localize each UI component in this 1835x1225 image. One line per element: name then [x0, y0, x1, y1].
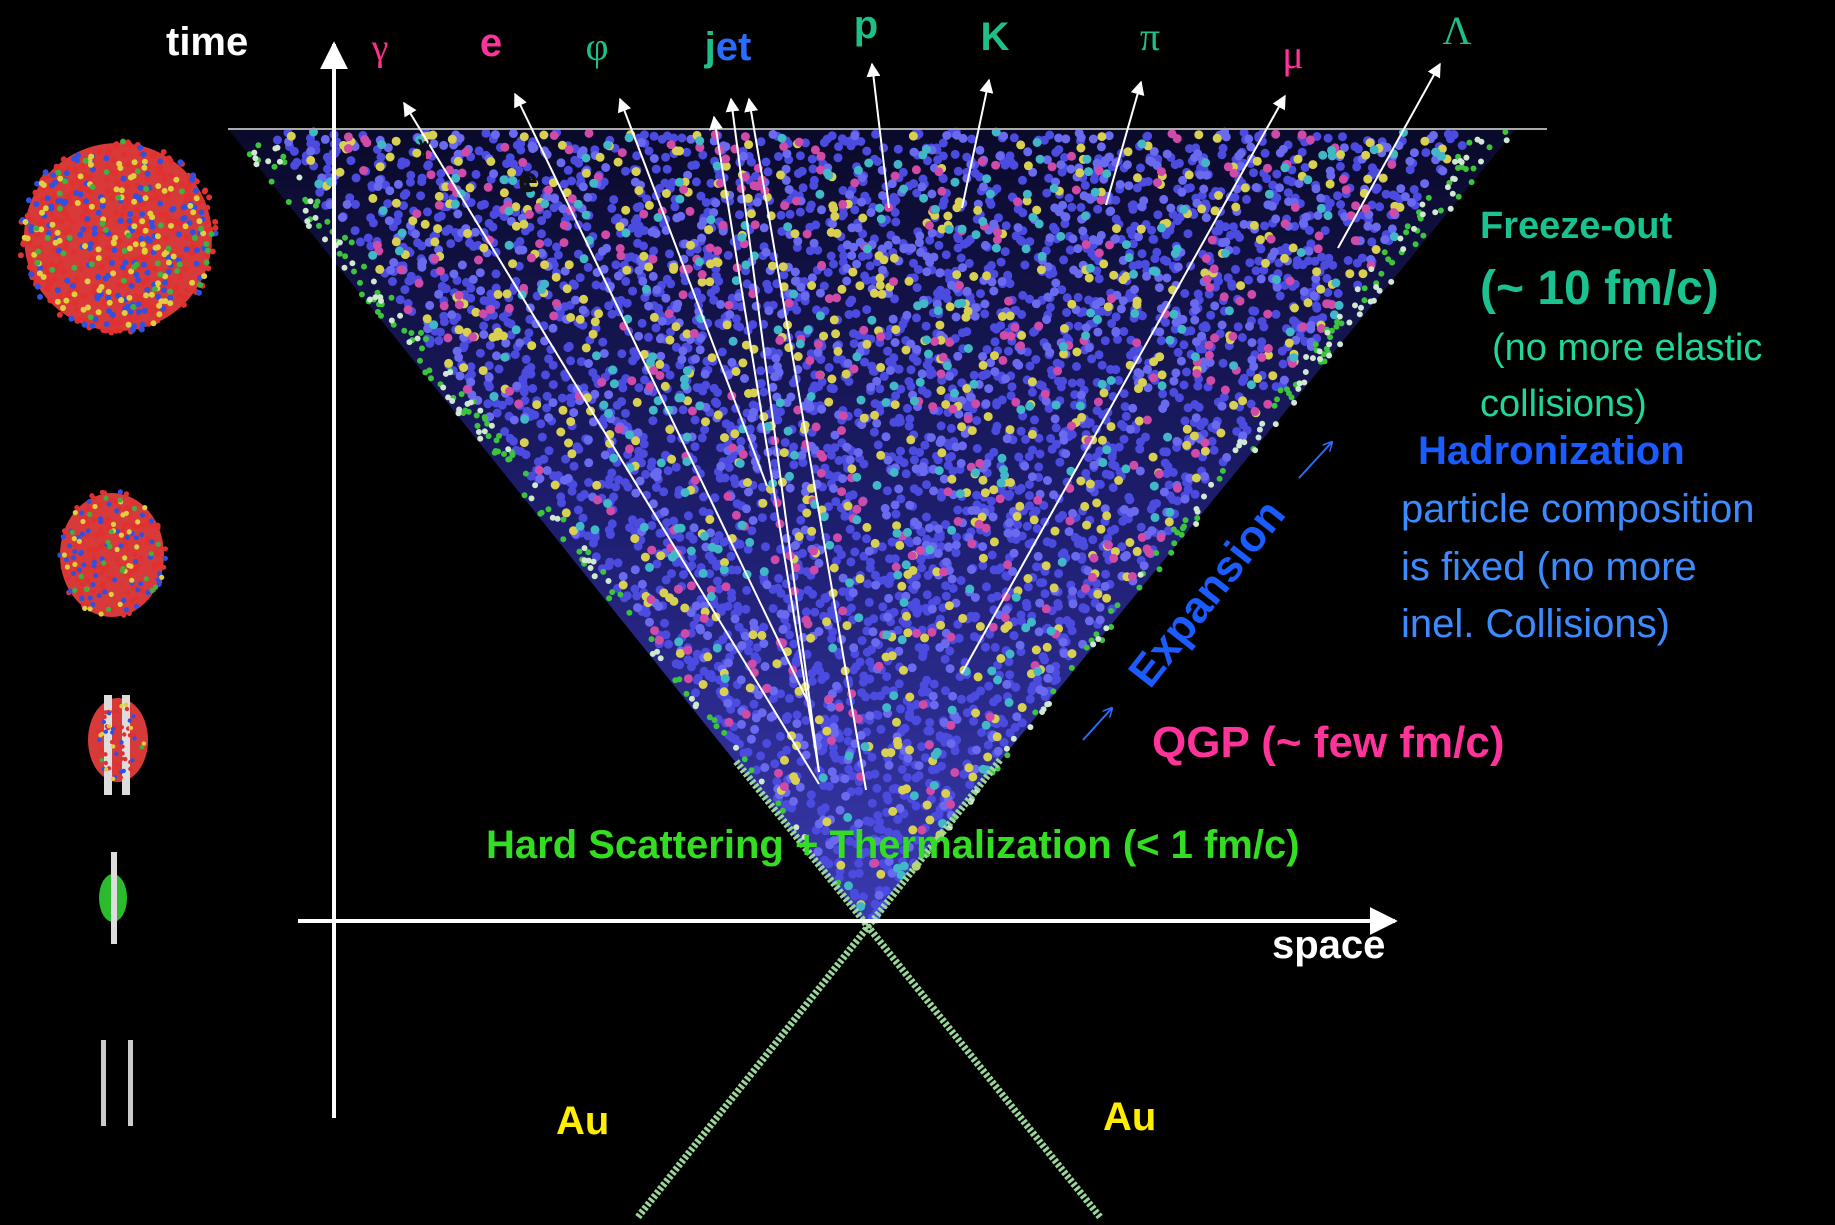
- cone-label: γ: [417, 127, 431, 160]
- hard-scattering-label: Hard Scattering + Thermalization (< 1 fm…: [486, 823, 1300, 867]
- nucleus-disc: [111, 852, 117, 944]
- cone-label: e: [518, 159, 538, 200]
- diagram: time space γ e φ jet p K π μ Λ γ e Freez…: [0, 0, 1835, 1225]
- freeze-out-note: (no more elastic: [1492, 327, 1762, 369]
- nucleus-label: Au: [1103, 1095, 1156, 1139]
- particle-label: p: [854, 3, 878, 47]
- particle-label: jet: [704, 25, 752, 69]
- particle-label: φ: [585, 24, 608, 69]
- hadronization-note: is fixed (no more: [1401, 545, 1697, 589]
- particle-label: π: [1140, 14, 1160, 59]
- particle-label: e: [480, 21, 502, 65]
- particle-label: Λ: [1442, 8, 1471, 53]
- nucleus-disc: [128, 1040, 133, 1126]
- freeze-out-time: (~ 10 fm/c): [1480, 262, 1719, 315]
- freeze-out-title: Freeze-out: [1480, 205, 1672, 247]
- freeze-out-note: collisions): [1480, 383, 1647, 425]
- page: time space γ e φ jet p K π μ Λ γ e Freez…: [0, 0, 1835, 1225]
- particle-label: γ: [371, 27, 389, 69]
- axis-label: time: [166, 20, 248, 64]
- axis-label: space: [1272, 923, 1385, 967]
- nucleus-disc: [101, 1040, 106, 1126]
- label-part: j: [704, 25, 716, 69]
- particle-label: K: [981, 15, 1010, 59]
- particle-label: μ: [1282, 32, 1303, 77]
- hadronization-note: inel. Collisions): [1401, 602, 1670, 646]
- qgp-label: QGP (~ few fm/c): [1152, 718, 1505, 767]
- hadronization-title: Hadronization: [1418, 429, 1685, 473]
- nucleus-label: Au: [556, 1099, 609, 1143]
- hadronization-note: particle composition: [1401, 487, 1755, 531]
- label-part: et: [716, 25, 752, 69]
